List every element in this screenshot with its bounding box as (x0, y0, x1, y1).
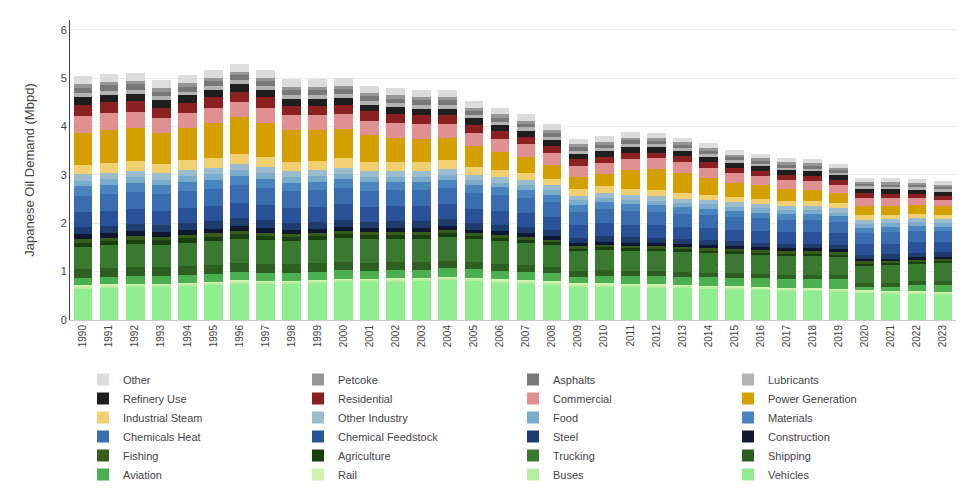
svg-text:Residential: Residential (338, 393, 392, 405)
svg-text:Vehicles: Vehicles (768, 469, 809, 481)
svg-text:2011: 2011 (625, 325, 636, 347)
svg-text:Industrial Steam: Industrial Steam (123, 412, 202, 424)
svg-text:2003: 2003 (416, 325, 427, 348)
svg-text:2013: 2013 (677, 325, 688, 348)
svg-text:1991: 1991 (103, 325, 114, 348)
svg-text:2022: 2022 (911, 325, 922, 348)
svg-text:Chemical Feedstock: Chemical Feedstock (338, 431, 438, 443)
svg-text:0: 0 (61, 314, 67, 326)
svg-text:Petcoke: Petcoke (338, 374, 378, 386)
svg-text:2016: 2016 (755, 325, 766, 348)
svg-text:Buses: Buses (553, 469, 584, 481)
svg-text:2005: 2005 (468, 325, 479, 348)
svg-text:Trucking: Trucking (553, 450, 595, 462)
svg-text:Lubricants: Lubricants (768, 374, 819, 386)
svg-text:Other: Other (123, 374, 151, 386)
svg-text:Rail: Rail (338, 469, 357, 481)
svg-text:3: 3 (61, 169, 67, 181)
svg-text:Refinery Use: Refinery Use (123, 393, 187, 405)
svg-text:Other Industry: Other Industry (338, 412, 408, 424)
svg-text:4: 4 (61, 120, 67, 132)
svg-text:2000: 2000 (338, 325, 349, 348)
svg-text:6: 6 (61, 24, 67, 36)
svg-text:2018: 2018 (807, 325, 818, 348)
svg-text:2015: 2015 (729, 325, 740, 348)
svg-text:2023: 2023 (937, 325, 948, 348)
svg-text:Fishing: Fishing (123, 450, 158, 462)
svg-text:2010: 2010 (598, 325, 609, 348)
svg-text:Power Generation: Power Generation (768, 393, 857, 405)
svg-text:2012: 2012 (651, 325, 662, 348)
svg-text:Agriculture: Agriculture (338, 450, 391, 462)
svg-text:Food: Food (553, 412, 578, 424)
svg-text:2007: 2007 (520, 325, 531, 348)
svg-text:2002: 2002 (390, 325, 401, 348)
svg-text:2001: 2001 (364, 325, 375, 348)
svg-text:1998: 1998 (286, 325, 297, 348)
svg-text:1997: 1997 (260, 325, 271, 348)
svg-text:2009: 2009 (572, 325, 583, 348)
svg-text:1999: 1999 (312, 325, 323, 348)
svg-text:1995: 1995 (208, 325, 219, 348)
svg-text:Materials: Materials (768, 412, 813, 424)
svg-text:2017: 2017 (781, 325, 792, 348)
svg-text:1992: 1992 (129, 325, 140, 348)
svg-text:2014: 2014 (703, 325, 714, 348)
svg-text:2008: 2008 (546, 325, 557, 348)
svg-text:Aviation: Aviation (123, 469, 162, 481)
svg-text:Japanese Oil Demand (Mbpd): Japanese Oil Demand (Mbpd) (22, 83, 37, 256)
svg-text:2019: 2019 (833, 325, 844, 348)
svg-text:2004: 2004 (442, 325, 453, 348)
svg-text:1: 1 (61, 265, 67, 277)
svg-text:5: 5 (61, 72, 67, 84)
svg-text:2006: 2006 (494, 325, 505, 348)
svg-text:2: 2 (61, 217, 67, 229)
svg-text:2020: 2020 (859, 325, 870, 348)
svg-text:Construction: Construction (768, 431, 830, 443)
svg-text:Steel: Steel (553, 431, 578, 443)
svg-text:Shipping: Shipping (768, 450, 811, 462)
svg-text:Asphalts: Asphalts (553, 374, 596, 386)
svg-text:2021: 2021 (885, 325, 896, 348)
svg-text:1994: 1994 (182, 325, 193, 348)
svg-text:1993: 1993 (155, 325, 166, 348)
svg-text:Chemicals Heat: Chemicals Heat (123, 431, 201, 443)
svg-text:1996: 1996 (234, 325, 245, 348)
svg-text:1990: 1990 (77, 325, 88, 348)
svg-text:Commercial: Commercial (553, 393, 612, 405)
